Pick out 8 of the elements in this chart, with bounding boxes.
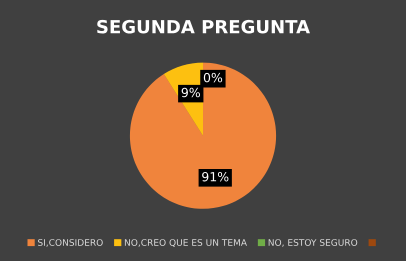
- text: 0%: [204, 72, 222, 82]
- pie-slice: [130, 62, 276, 209]
- legend-label: NO,CREO QUE ES UN TEMA: [124, 239, 247, 247]
- data-label: 9%: [182, 88, 200, 98]
- data-label: 91%: [202, 172, 228, 182]
- legend-label: SI,CONSIDERO: [38, 239, 103, 247]
- legend-label: NO, ESTOY SEGURO: [268, 239, 358, 247]
- chart-title: SEGUNDA PREGUNTA: [97, 20, 310, 34]
